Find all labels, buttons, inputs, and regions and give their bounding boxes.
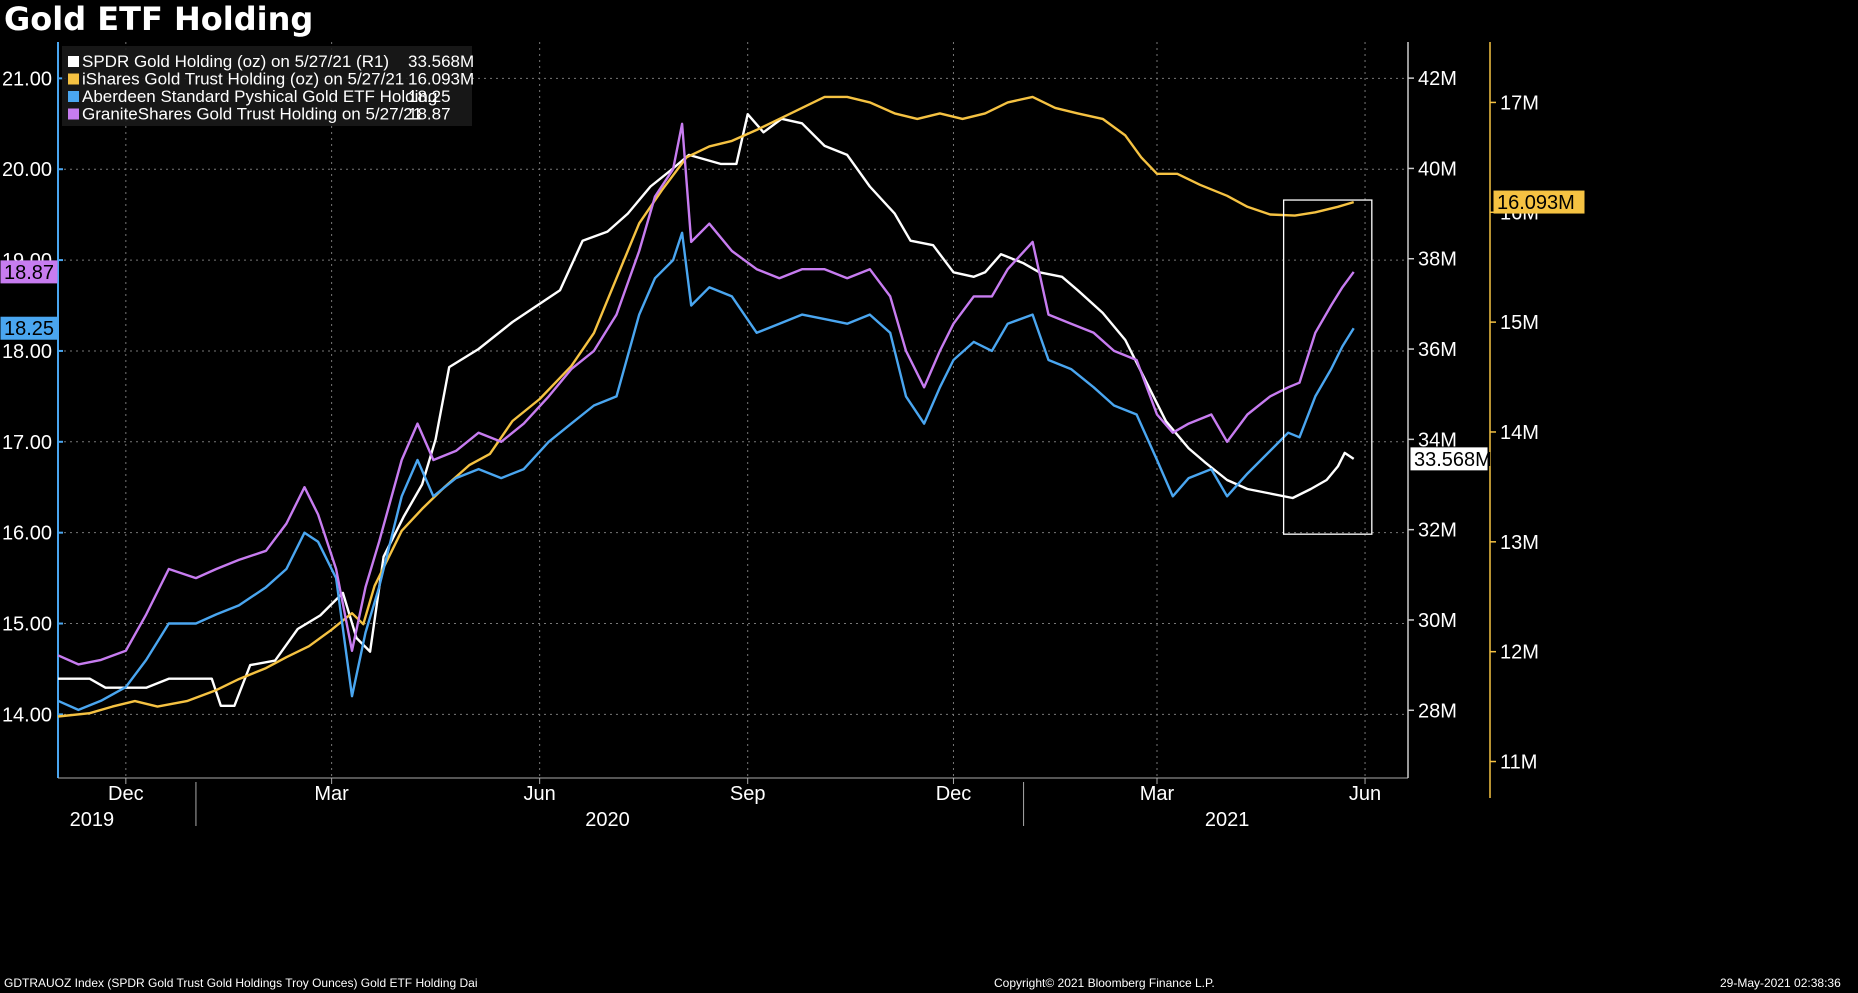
right2-tick-label: 15M [1500,312,1539,334]
badge-ishares: 16.093M [1497,192,1575,214]
grid-lines [58,42,1408,778]
badge-aberdeen-bg [0,316,58,340]
right2-tick-label: 11M [1500,752,1537,774]
legend-series-value: 16.093M [408,70,474,89]
badge-spdr-bg [1410,447,1488,471]
legend-swatch [68,91,79,102]
badge-aberdeen: 18.25 [4,318,54,340]
x-tick-label: Mar [1140,783,1175,805]
legend-series-name: Aberdeen Standard Pyshical Gold ETF Hold… [82,87,437,106]
x-year-label: 2019 [70,809,115,831]
footer-timestamp: 29-May-2021 02:38:36 [1720,976,1841,990]
right2-tick-label: 14M [1500,422,1539,444]
legend-series-name: GraniteShares Gold Trust Holding on 5/27… [82,105,422,124]
badge-graniteshares-bg [0,260,58,284]
legend-series-name: iShares Gold Trust Holding (oz) on 5/27/… [82,70,404,89]
x-tick-label: Dec [108,783,144,805]
left-tick-label: 14.00 [2,704,52,726]
x-tick-label: Dec [936,783,972,805]
series-line-3 [57,231,1355,712]
legend-swatch [68,56,79,67]
left-tick-label: 20.00 [2,159,52,181]
badge-ishares-bg [1493,190,1585,214]
legend-swatch [68,73,79,85]
left-tick-label: 18.00 [2,341,52,363]
x-tick-label: Jun [1349,783,1381,805]
footer-source: GDTRAUOZ Index (SPDR Gold Trust Gold Hol… [4,976,478,990]
right1-tick-label: 36M [1418,339,1457,361]
right1-tick-label: 40M [1418,158,1457,180]
value-badges: 18.87 18.25 33.568M 16.093M [0,190,1585,471]
badge-spdr: 33.568M [1414,449,1492,471]
legend-background [62,46,472,126]
right1-tick-label: 38M [1418,249,1457,271]
x-tick-label: Sep [730,783,766,805]
x-year-label: 2020 [585,809,630,831]
legend-swatch [68,108,79,120]
highlight-box [1282,199,1373,535]
right1-tick-label: 28M [1418,700,1457,722]
series-line-1 [58,113,1355,707]
right1-tick-label: 30M [1418,610,1457,632]
left-tick-label: 21.00 [2,68,52,90]
right2-tick-label: 17M [1500,92,1539,114]
right1-tick-label: 34M [1418,429,1457,451]
x-tick-label: Mar [314,783,349,805]
left-tick-label: 16.00 [2,523,52,545]
series-lines [57,95,1373,718]
x-year-label: 2021 [1205,809,1250,831]
footer-copyright: Copyright© 2021 Bloomberg Finance L.P. [994,976,1215,990]
series-line-2 [57,95,1355,718]
legend-series-value: 18.25 [408,87,451,106]
legend-series-value: 18.87 [408,105,451,124]
right1-tick-label: 32M [1418,520,1457,542]
series-line-4 [57,122,1355,666]
badge-graniteshares: 18.87 [4,262,54,284]
x-tick-label: Jun [524,783,556,805]
left-tick-label: 17.00 [2,432,52,454]
legend-series-value: 33.568M [408,52,474,71]
right1-tick-label: 42M [1418,68,1457,90]
right2-tick-label: 12M [1500,642,1539,664]
chart-title: Gold ETF Holding [4,0,314,38]
left-tick-label: 15.00 [2,614,52,636]
legend-series-name: SPDR Gold Holding (oz) on 5/27/21 (R1) [82,52,389,71]
legend: SPDR Gold Holding (oz) on 5/27/21 (R1) 33… [62,46,474,126]
right2-tick-label: 13M [1500,532,1539,554]
axes: 14.0015.0016.0017.0018.0019.0020.0021.00… [2,42,1539,831]
